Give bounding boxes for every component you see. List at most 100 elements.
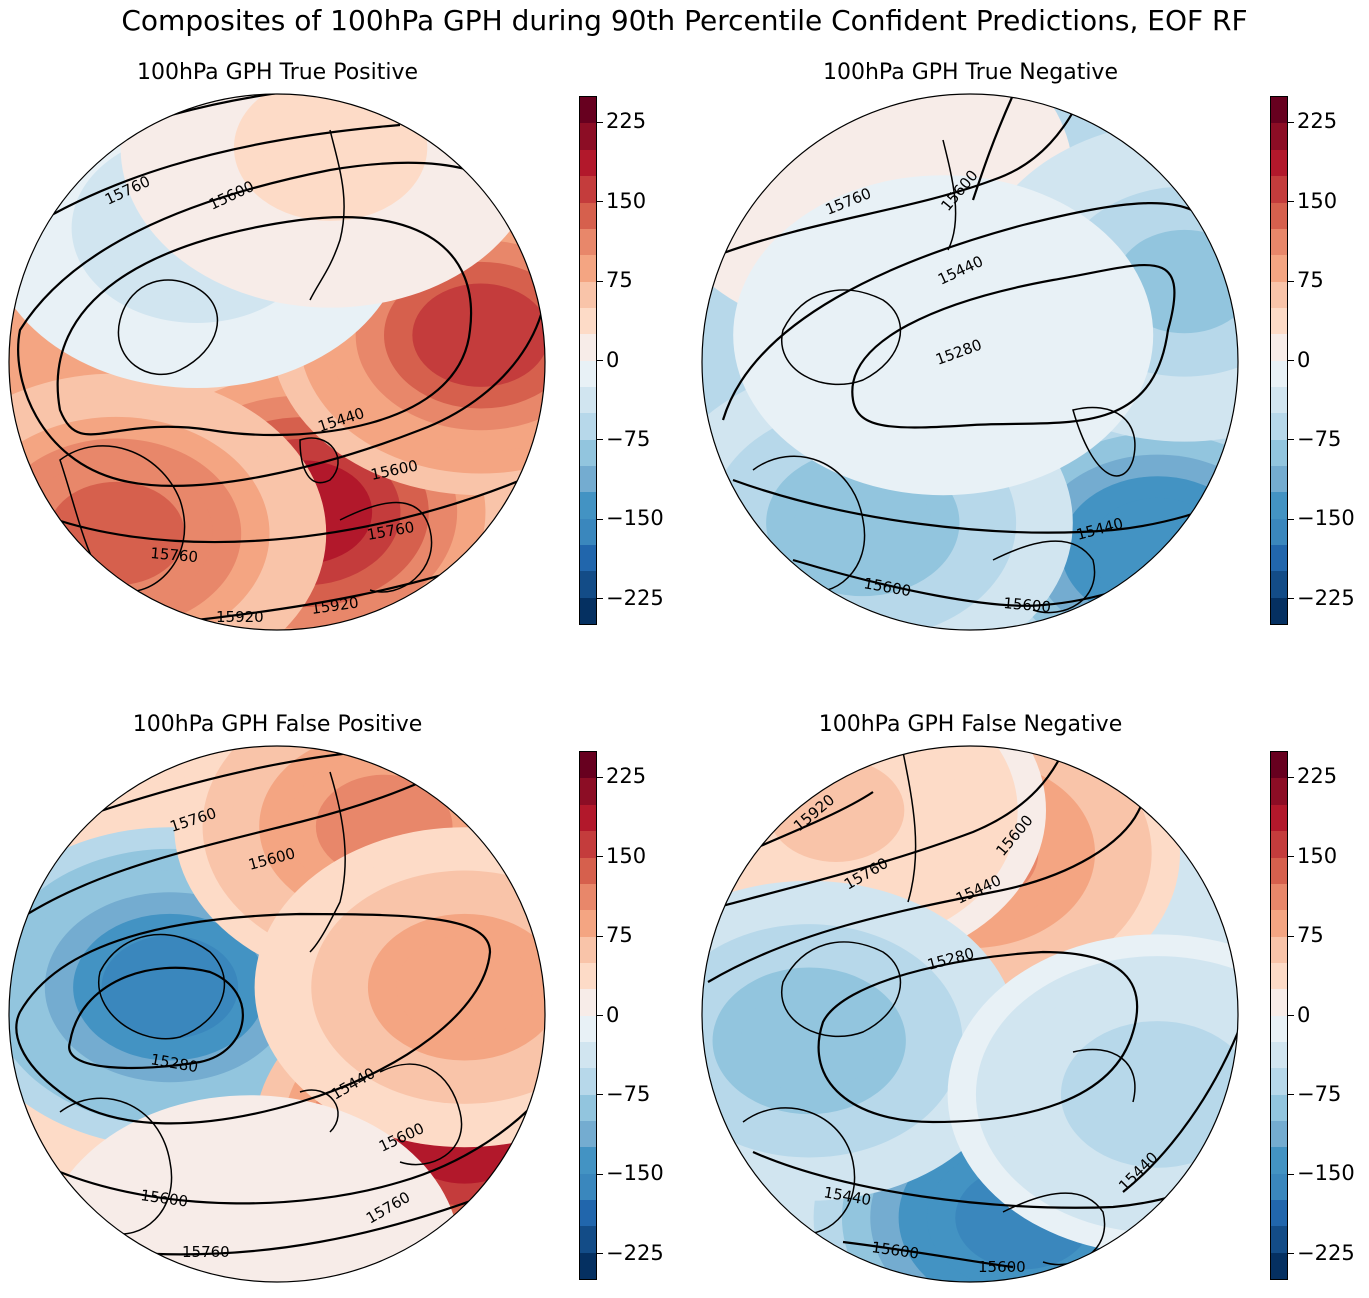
colorbar-level <box>580 123 596 150</box>
colorbar-level <box>1271 1094 1287 1121</box>
colorbar-tick-label: 0 <box>606 1002 620 1027</box>
colorbar-tick-label: 0 <box>1297 347 1311 372</box>
colorbar-tick-label: 150 <box>1297 188 1338 213</box>
figure-title: Composites of 100hPa GPH during 90th Per… <box>121 4 1248 37</box>
colorbar-level <box>580 202 596 229</box>
colorbar-level <box>1271 1068 1287 1095</box>
colorbar-level <box>580 228 596 256</box>
panel-title: 100hPa GPH False Positive <box>132 712 423 737</box>
contour-label: 15760 <box>182 1243 230 1261</box>
anomaly-contour-fill <box>412 283 545 387</box>
colorbar-level <box>1271 465 1287 493</box>
colorbar-tick-label: 75 <box>1297 923 1324 948</box>
colorbar-level <box>1271 149 1287 177</box>
colorbar-tick-label: −150 <box>606 1161 664 1186</box>
colorbar-tick-mark <box>1288 776 1294 778</box>
colorbar-level <box>580 439 596 466</box>
anomaly-contour-fill <box>874 283 1012 387</box>
colorbar-tick-label: 150 <box>1297 843 1338 868</box>
colorbar-tick-label: −75 <box>606 426 651 451</box>
colorbar-level <box>580 883 596 911</box>
anomaly-contour-fill <box>396 935 533 1039</box>
colorbar-level <box>1271 413 1287 440</box>
colorbar-level <box>580 334 596 361</box>
contour-label: 15600 <box>978 1258 1026 1276</box>
colorbar-level <box>580 831 596 858</box>
colorbar-level <box>580 97 596 124</box>
colorbar-level <box>1271 123 1287 150</box>
polar-map: 15760 15600 15280 15440 15600 15600 1576… <box>8 745 546 1283</box>
colorbar-level <box>1271 544 1287 572</box>
colorbar-level <box>1271 334 1287 361</box>
colorbar-level <box>1271 1199 1287 1227</box>
colorbar-level <box>1271 255 1287 282</box>
colorbar-level <box>1271 492 1287 519</box>
map-boundary <box>701 745 1239 1283</box>
colorbar-tick-mark <box>597 1015 603 1016</box>
colorbar-tick-mark <box>1288 1253 1294 1255</box>
colorbar-tick-label: 225 <box>606 764 647 789</box>
polar-map: 15920 15760 15600 15440 15280 15440 1544… <box>701 745 1239 1283</box>
colorbar-level <box>580 597 596 624</box>
colorbar-tick-label: 225 <box>1297 764 1338 789</box>
colorbar-level <box>1271 962 1287 990</box>
colorbar-tick-label: 150 <box>606 188 647 213</box>
colorbar-tick-mark <box>1288 1015 1294 1016</box>
polar-map: 15760 15600 15440 15600 15760 15760 1592… <box>8 93 546 631</box>
colorbar-level <box>580 360 596 387</box>
colorbar-tick-label: −75 <box>606 1081 651 1106</box>
colorbar-level <box>1271 360 1287 387</box>
colorbar-tick-mark <box>597 360 603 361</box>
colorbar-level <box>580 1199 596 1227</box>
colorbar <box>1270 751 1288 1280</box>
colorbar-level <box>1271 1120 1287 1148</box>
anomaly-contour-fill <box>262 95 399 200</box>
colorbar-tick-label: 225 <box>606 109 647 134</box>
colorbar-level <box>1271 176 1287 203</box>
colorbar-tick-mark <box>597 1253 603 1255</box>
colorbar-level <box>580 544 596 572</box>
colorbar-level <box>1271 883 1287 911</box>
colorbar-level <box>580 281 596 308</box>
colorbar-tick-mark <box>1288 935 1294 937</box>
colorbar-level <box>580 1068 596 1095</box>
colorbar-level <box>1271 936 1287 963</box>
colorbar-tick-label: 0 <box>606 347 620 372</box>
colorbar-tick-label: −150 <box>606 506 664 531</box>
colorbar-tick-label: −225 <box>1297 1240 1355 1265</box>
colorbar-tick-label: −225 <box>1297 585 1355 610</box>
colorbar-tick-mark <box>1288 518 1294 520</box>
colorbar-tick-label: 75 <box>606 268 633 293</box>
colorbar-tick-mark <box>597 935 603 937</box>
contour-label: 15920 <box>216 608 264 626</box>
colorbar-tick-mark <box>597 1173 603 1175</box>
colorbar-tick-mark <box>1288 201 1294 203</box>
colorbar-level <box>1271 1252 1287 1279</box>
colorbar-tick-mark <box>1288 856 1294 858</box>
colorbar-level <box>1271 571 1287 598</box>
colorbar-level <box>1271 831 1287 858</box>
colorbar-level <box>1271 518 1287 545</box>
anomaly-contour-fill <box>767 758 905 862</box>
colorbar-level <box>580 1226 596 1253</box>
panel-false-positive: 100hPa GPH False Positive <box>0 652 684 1298</box>
colorbar-level <box>1271 439 1287 466</box>
colorbar-tick-mark <box>597 439 603 441</box>
colorbar-level <box>580 857 596 884</box>
colorbar-level <box>580 1252 596 1279</box>
colorbar-tick-mark <box>597 1094 603 1096</box>
colorbar <box>579 751 597 1280</box>
colorbar <box>1270 96 1288 625</box>
polar-map: 15760 15600 15440 15280 15440 15600 1560… <box>701 93 1239 631</box>
contour-labels: 15760 15600 15440 15600 15760 15760 1592… <box>102 172 419 626</box>
colorbar-level <box>1271 804 1287 832</box>
colorbar-level <box>580 1041 596 1069</box>
colorbar-level <box>1271 1173 1287 1200</box>
colorbar-level <box>1271 778 1287 805</box>
colorbar-level <box>580 149 596 177</box>
colorbar-level <box>580 989 596 1016</box>
panel-true-negative: 100hPa GPH True Negative <box>693 0 1369 646</box>
colorbar-tick-mark <box>597 201 603 203</box>
colorbar-level <box>1271 752 1287 779</box>
panel-title: 100hPa GPH True Negative <box>823 60 1118 85</box>
